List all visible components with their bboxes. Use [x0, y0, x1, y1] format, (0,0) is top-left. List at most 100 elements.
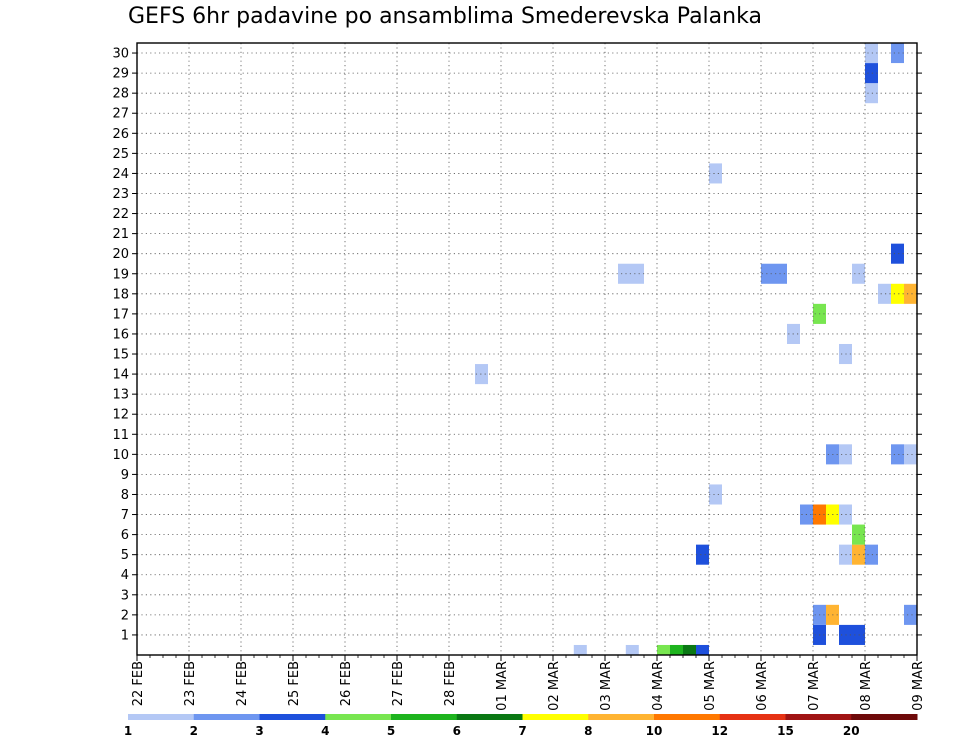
precip-cell: [696, 644, 709, 655]
legend-swatch: [259, 714, 326, 720]
legend-swatch: [588, 714, 655, 720]
legend-label: 3: [255, 724, 263, 738]
y-tick-label: 21: [112, 227, 129, 242]
x-tick-label: 26 FEB: [339, 661, 354, 706]
y-tick-label: 2: [121, 608, 129, 623]
y-tick-label: 4: [121, 568, 129, 583]
precip-cell: [670, 644, 683, 655]
precip-cell: [761, 263, 774, 284]
x-tick-label: 06 MAR: [755, 661, 770, 711]
plot-frame: [136, 42, 918, 656]
y-tick-label: 13: [112, 388, 129, 403]
precip-cell: [878, 283, 891, 304]
precip-cell: [852, 524, 865, 545]
x-tick-label: 28 FEB: [443, 661, 458, 706]
y-tick-label: 9: [121, 468, 129, 483]
grid-layer: [136, 42, 918, 656]
legend-layer: 1 2 3 4 5 6 7 8 10 12 15 20: [124, 714, 918, 738]
legend-label: 8: [584, 724, 592, 738]
precip-cell: [573, 644, 587, 655]
precip-cell: [709, 163, 722, 184]
precip-cell: [891, 43, 904, 64]
legend-label: 20: [843, 724, 860, 738]
precip-cell: [904, 604, 917, 625]
y-tick-label: 10: [112, 448, 129, 463]
precip-cell: [865, 43, 878, 64]
x-tick-label: 27 FEB: [391, 661, 406, 706]
legend-swatch: [851, 714, 918, 720]
y-tick-label: 30: [112, 47, 129, 62]
precip-cell: [865, 83, 878, 104]
y-tick-label: 1: [121, 628, 129, 643]
y-tick-label: 25: [112, 147, 129, 162]
precip-cell: [618, 263, 631, 284]
legend-swatch: [325, 714, 392, 720]
y-tick-label: 12: [112, 408, 129, 423]
precip-cell: [696, 544, 709, 565]
x-tick-label: 24 FEB: [235, 661, 250, 706]
precip-cell: [475, 364, 488, 385]
legend-swatch: [522, 714, 589, 720]
legend-label: 2: [190, 724, 198, 738]
precip-cell: [657, 644, 670, 655]
precip-cell: [891, 283, 904, 304]
precip-cell: [865, 544, 878, 565]
ticks-layer: 1234567891011121314151617181920212223242…: [112, 47, 926, 711]
y-tick-label: 19: [112, 267, 129, 282]
legend-swatch: [128, 714, 195, 720]
legend-swatch: [193, 714, 260, 720]
precip-cell: [709, 484, 722, 505]
legend-label: 5: [387, 724, 395, 738]
y-tick-label: 5: [121, 548, 129, 563]
cells-layer: [475, 43, 917, 655]
precip-cell: [865, 63, 878, 84]
legend-swatch: [719, 714, 786, 720]
legend-swatch: [391, 714, 458, 720]
legend-label: 4: [321, 724, 329, 738]
legend-swatch: [785, 714, 852, 720]
y-tick-label: 18: [112, 287, 129, 302]
legend-label: 1: [124, 724, 132, 738]
x-tick-label: 08 MAR: [859, 661, 874, 711]
x-tick-label: 01 MAR: [495, 661, 510, 711]
x-tick-label: 04 MAR: [651, 661, 666, 711]
x-tick-label: 07 MAR: [807, 661, 822, 711]
y-tick-label: 11: [112, 428, 129, 443]
y-tick-label: 26: [112, 127, 129, 142]
y-tick-label: 15: [112, 348, 129, 363]
y-tick-label: 28: [112, 87, 129, 102]
x-tick-label: 05 MAR: [703, 661, 718, 711]
y-tick-label: 7: [121, 508, 129, 523]
x-tick-label: 09 MAR: [911, 661, 926, 711]
y-tick-label: 17: [112, 307, 129, 322]
y-tick-label: 27: [112, 107, 129, 122]
y-tick-label: 14: [112, 368, 129, 383]
legend-label: 6: [453, 724, 461, 738]
y-tick-label: 24: [112, 167, 129, 182]
precip-cell: [904, 283, 917, 304]
legend-label: 7: [518, 724, 526, 738]
precip-cell: [891, 243, 904, 264]
y-tick-label: 3: [121, 588, 129, 603]
precip-cell: [891, 444, 904, 465]
y-tick-label: 29: [112, 67, 129, 82]
y-tick-label: 22: [112, 207, 129, 222]
precip-cell: [852, 544, 865, 565]
legend-label: 12: [711, 724, 728, 738]
x-tick-label: 03 MAR: [599, 661, 614, 711]
legend-label: 10: [646, 724, 663, 738]
x-tick-label: 02 MAR: [547, 661, 562, 711]
y-tick-label: 20: [112, 247, 129, 262]
x-tick-label: 23 FEB: [183, 661, 198, 706]
precip-cell: [852, 624, 865, 645]
legend-swatch: [654, 714, 721, 720]
y-tick-label: 16: [112, 327, 129, 342]
y-tick-label: 6: [121, 528, 129, 543]
precip-cell: [625, 644, 639, 655]
x-tick-label: 25 FEB: [287, 661, 302, 706]
legend-swatch: [456, 714, 523, 720]
x-tick-label: 22 FEB: [131, 661, 146, 706]
precip-cell: [852, 263, 865, 284]
precip-cell: [683, 644, 696, 655]
